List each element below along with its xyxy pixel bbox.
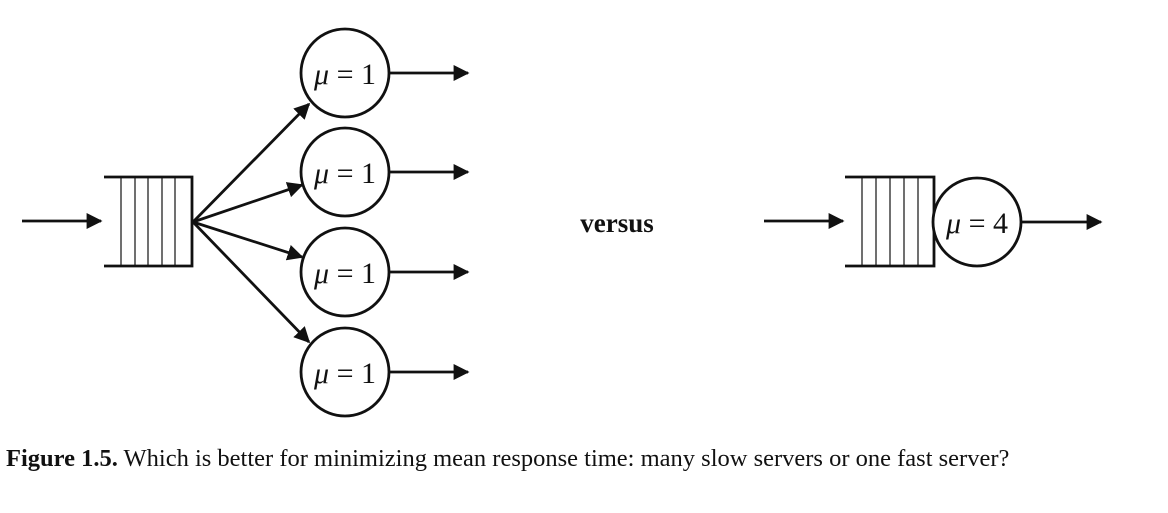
figure-caption-text: Which is better for minimizing mean resp… bbox=[123, 445, 1010, 472]
versus-label: versus bbox=[580, 208, 654, 238]
left-queue bbox=[104, 175, 194, 268]
server-4: μ = 1 bbox=[299, 326, 470, 418]
single-server-system: μ = 4 bbox=[764, 175, 1103, 268]
route-arrow-3 bbox=[192, 220, 304, 261]
route-arrow-1 bbox=[192, 102, 311, 223]
server-2: μ = 1 bbox=[299, 126, 470, 218]
queueing-diagram: μ = 1 μ = 1 μ = 1 μ = 1 versus bbox=[22, 27, 1103, 418]
fast-server-rate-label: μ = 4 bbox=[945, 207, 1008, 240]
fast-server: μ = 4 bbox=[931, 176, 1103, 268]
server-3-rate-label: μ = 1 bbox=[313, 257, 376, 290]
figure-caption-label: Figure 1.5. bbox=[6, 445, 118, 472]
server-1-rate-label: μ = 1 bbox=[313, 58, 376, 91]
server-3: μ = 1 bbox=[299, 226, 470, 318]
right-queue bbox=[845, 175, 936, 268]
server-1: μ = 1 bbox=[299, 27, 470, 119]
figure-caption: Figure 1.5. Which is better for minimizi… bbox=[6, 444, 1156, 473]
route-arrow-2 bbox=[192, 182, 304, 224]
route-arrow-4 bbox=[191, 221, 311, 344]
server-2-rate-label: μ = 1 bbox=[313, 157, 376, 190]
server-4-rate-label: μ = 1 bbox=[313, 357, 376, 390]
multi-server-system: μ = 1 μ = 1 μ = 1 μ = 1 bbox=[22, 27, 470, 418]
